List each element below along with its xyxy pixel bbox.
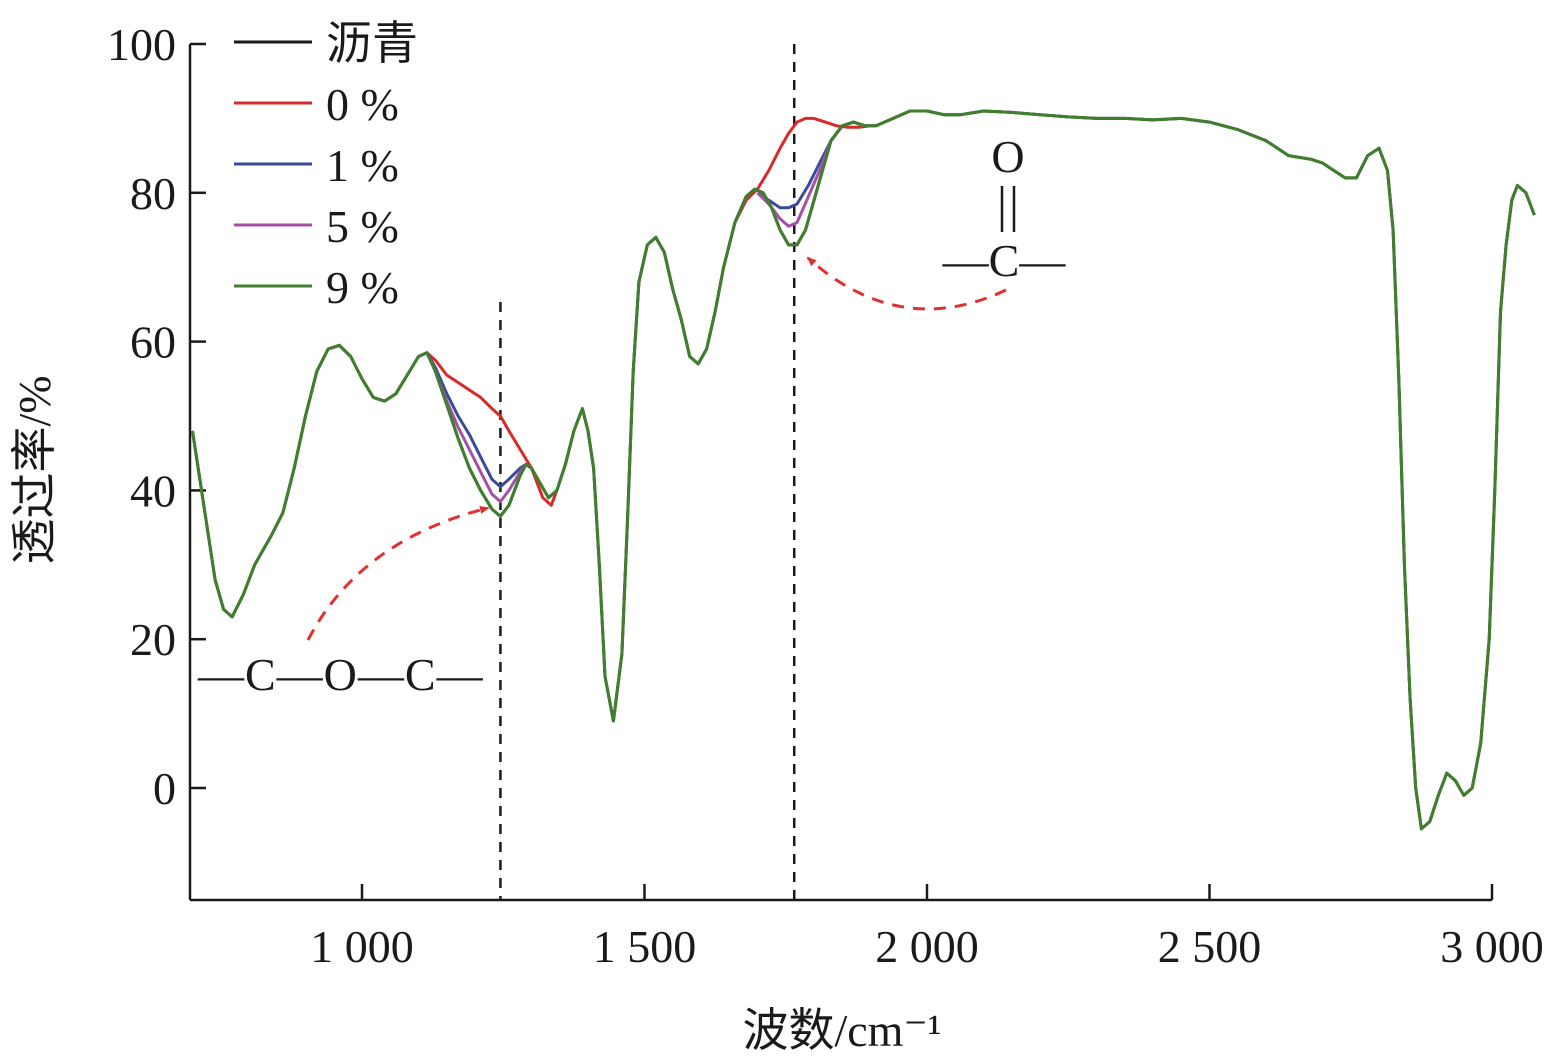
x-tick-label: 1 000 [310,921,414,972]
series-line-9pct [191,109,1536,831]
coc-arrow [306,506,490,641]
x-tick-label: 3 000 [1440,921,1544,972]
x-tick-label: 2 000 [875,921,979,972]
legend-label: 5 % [326,201,399,252]
legend-label: 9 % [326,262,399,313]
y-tick-label: 0 [153,763,176,814]
series-line-0 [417,351,559,507]
carbonyl-oxygen-label: O [991,131,1024,182]
legend-label: 沥青 [326,18,418,69]
legend-label: 1 % [326,140,399,191]
carbonyl-arrow [806,256,1007,311]
y-tick-label: 80 [130,168,176,219]
carbonyl-carbon-label: —C— [942,235,1067,286]
y-tick-label: 20 [130,614,176,665]
y-axis-title: 透过率/% [9,375,60,564]
y-tick-label: 100 [107,19,176,70]
x-tick-label: 1 500 [593,921,697,972]
x-tick-label: 2 500 [1158,921,1262,972]
legend-label: 0 % [326,79,399,130]
series-line-carbonyl-0 [733,116,871,224]
y-tick-label: 60 [130,317,176,368]
coc-structure-label: —C—O—C— [197,649,484,700]
series-line-1 [417,351,533,489]
x-axis-title: 波数/cm⁻¹ [742,1005,941,1056]
y-tick-label: 40 [130,465,176,516]
